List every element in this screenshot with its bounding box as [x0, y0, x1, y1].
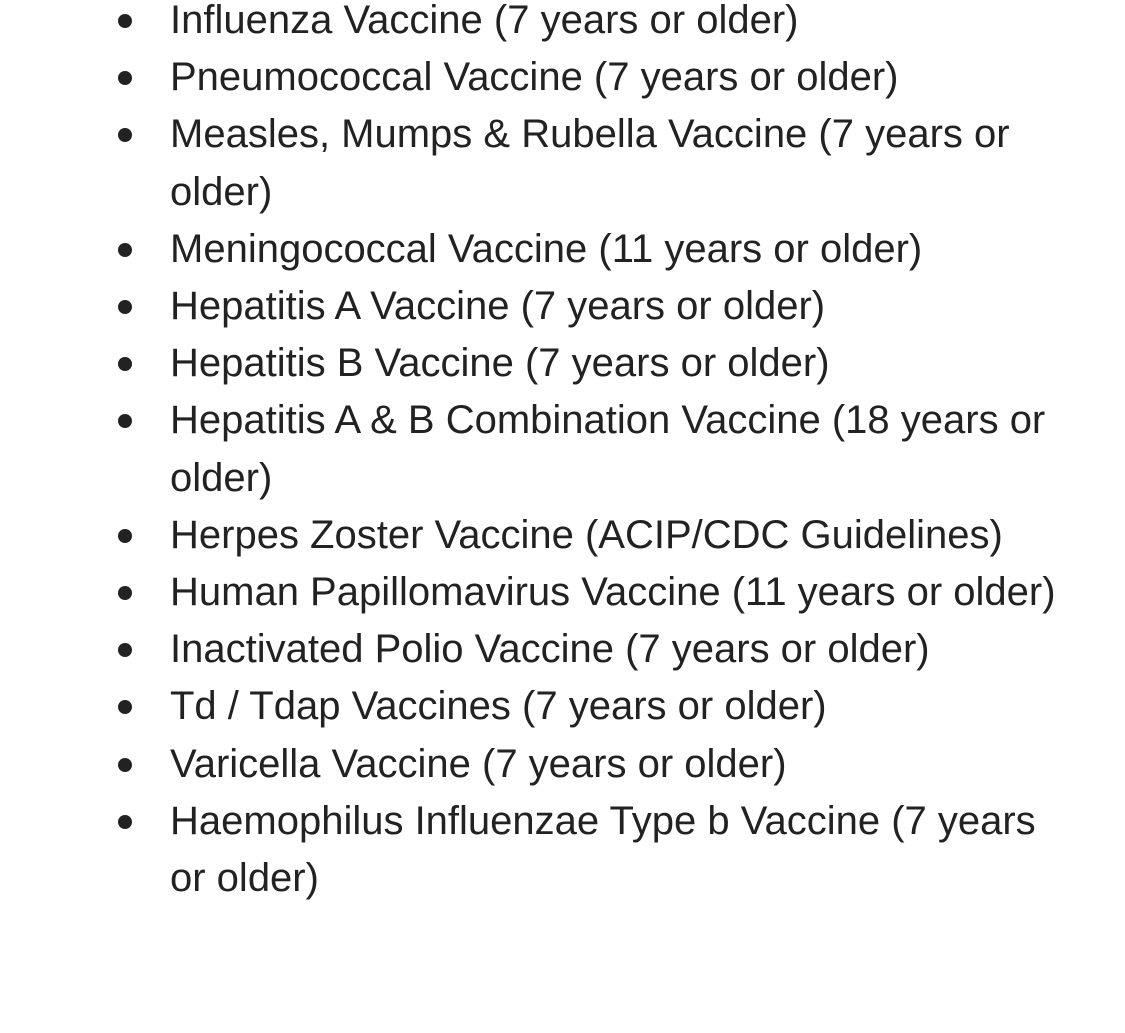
bullet-icon [118, 586, 132, 601]
list-item: Varicella Vaccine (7 years or older) [118, 736, 1070, 793]
list-item: Herpes Zoster Vaccine (ACIP/CDC Guidelin… [118, 507, 1070, 564]
bullet-icon [118, 757, 132, 772]
list-item-text: Inactivated Polio Vaccine (7 years or ol… [170, 627, 930, 672]
list-item-text: Measles, Mumps & Rubella Vaccine (7 year… [170, 112, 1010, 214]
list-item-text: Herpes Zoster Vaccine (ACIP/CDC Guidelin… [170, 512, 1003, 557]
list-item-text: Td / Tdap Vaccines (7 years or older) [170, 684, 827, 729]
list-item-text: Human Papillomavirus Vaccine (11 years o… [170, 570, 1056, 615]
list-item: Hepatitis A & B Combination Vaccine (18 … [118, 392, 1070, 506]
bullet-icon [118, 300, 132, 315]
bullet-icon [118, 814, 132, 829]
list-item-text: Hepatitis A & B Combination Vaccine (18 … [170, 398, 1046, 500]
list-item: Influenza Vaccine (7 years or older) [118, 0, 1070, 49]
list-item-text: Meningococcal Vaccine (11 years or older… [170, 226, 923, 271]
bullet-icon [118, 700, 132, 715]
list-item: Td / Tdap Vaccines (7 years or older) [118, 678, 1070, 735]
list-item-text: Pneumococcal Vaccine (7 years or older) [170, 55, 899, 100]
list-item: Hepatitis B Vaccine (7 years or older) [118, 335, 1070, 392]
list-item: Pneumococcal Vaccine (7 years or older) [118, 49, 1070, 106]
list-item: Meningococcal Vaccine (11 years or older… [118, 221, 1070, 278]
list-item: Haemophilus Influenzae Type b Vaccine (7… [118, 793, 1070, 907]
list-item-text: Haemophilus Influenzae Type b Vaccine (7… [170, 798, 1036, 901]
bullet-icon [118, 528, 132, 543]
list-item: Hepatitis A Vaccine (7 years or older) [118, 278, 1070, 335]
bullet-icon [118, 14, 132, 28]
list-item-text: Hepatitis A Vaccine (7 years or older) [170, 284, 826, 329]
vaccine-list: Influenza Vaccine (7 years or older) Pneu… [118, 0, 1070, 907]
list-item-text: Varicella Vaccine (7 years or older) [170, 741, 787, 786]
bullet-icon [118, 357, 132, 372]
list-item-text: Influenza Vaccine (7 years or older) [170, 0, 799, 42]
list-item-text: Hepatitis B Vaccine (7 years or older) [170, 341, 830, 386]
list-item: Human Papillomavirus Vaccine (11 years o… [118, 564, 1070, 621]
bullet-icon [118, 643, 132, 658]
bullet-icon [118, 242, 132, 257]
list-item: Inactivated Polio Vaccine (7 years or ol… [118, 621, 1070, 678]
list-item: Measles, Mumps & Rubella Vaccine (7 year… [118, 106, 1070, 220]
bullet-icon [118, 128, 132, 143]
bullet-icon [118, 414, 132, 429]
bullet-icon [118, 71, 132, 86]
